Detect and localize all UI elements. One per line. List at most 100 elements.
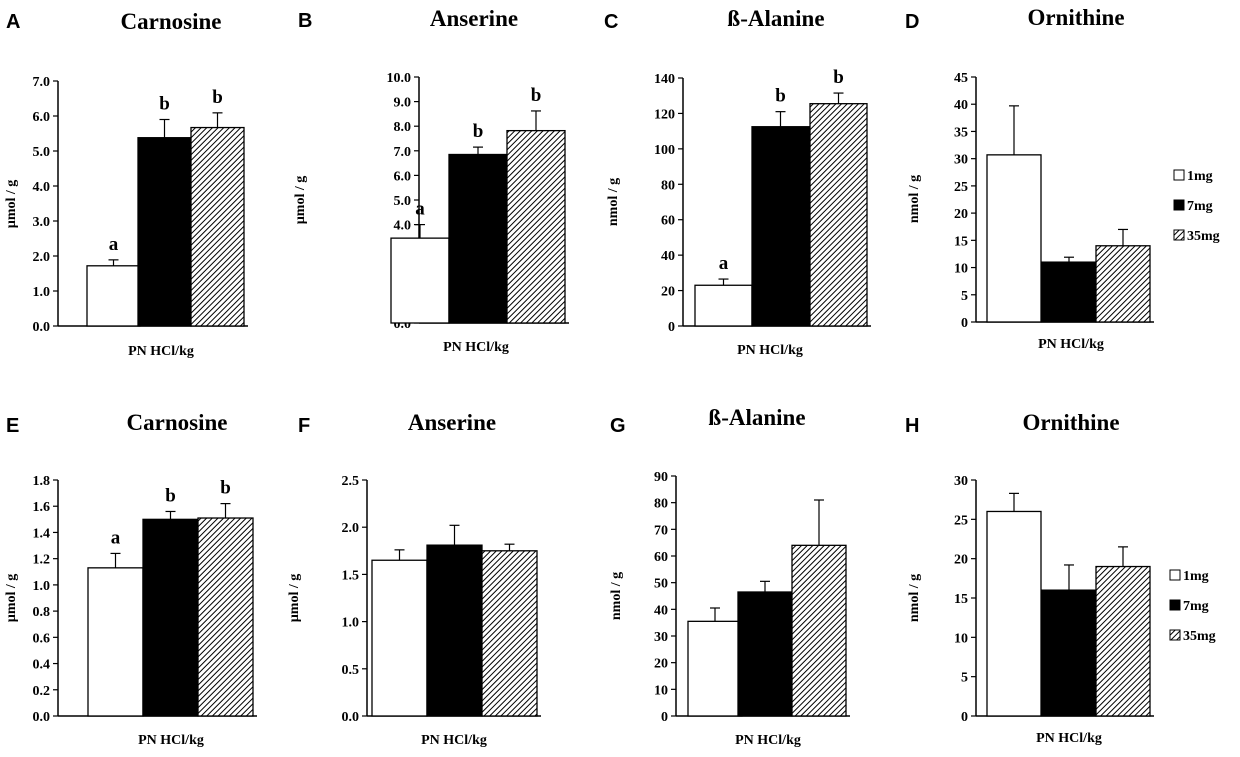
- significance-label: b: [531, 85, 542, 106]
- y-tick-label: 10: [654, 683, 668, 698]
- y-tick-label: 20: [954, 207, 968, 222]
- bar-7mg: [1041, 261, 1097, 323]
- y-axis-label: nmol / g: [609, 572, 624, 620]
- y-tick-label: 2.5: [342, 474, 360, 489]
- y-tick-label: 8.0: [394, 120, 412, 135]
- panel-letter: A: [6, 11, 20, 33]
- panel-letter: C: [604, 11, 618, 33]
- y-tick-label: 5.0: [33, 145, 51, 160]
- bar-1mg: [986, 154, 1042, 323]
- y-tick-label: 70: [654, 523, 668, 538]
- y-axis-label: µmol / g: [4, 180, 19, 229]
- bar-7mg: [737, 591, 793, 717]
- x-axis-label: PN HCl/kg: [443, 340, 509, 355]
- y-tick-label: 0.6: [33, 631, 51, 646]
- legend-swatch-7mg: [1169, 599, 1181, 611]
- x-axis-label: PN HCl/kg: [735, 733, 801, 748]
- significance-label: b: [775, 86, 786, 107]
- legend-swatch-1mg: [1169, 569, 1181, 581]
- y-tick-label: 1.6: [33, 500, 51, 515]
- chart-panel-h: H Ornithine 0 5 10 15 20 25 30 nmol / g PN HCl/kg: [905, 410, 1154, 746]
- significance-label: b: [212, 87, 223, 108]
- y-tick-label: 4.0: [394, 219, 412, 234]
- y-tick-label: 140: [654, 72, 675, 87]
- panel-letter: D: [905, 11, 919, 33]
- bar-1mg: [986, 510, 1042, 717]
- y-tick-label: 1.0: [33, 285, 51, 300]
- chart-panel-e: E Carnosine 0.0 0.2 0.4 0.6 0.8 1.0 1.2 1.4 1.6 1.8…: [4, 410, 257, 748]
- y-tick-label: 45: [954, 71, 968, 86]
- y-tick-label: 10.0: [387, 71, 412, 86]
- y-tick-label: 40: [954, 98, 968, 113]
- y-tick-label: 1.0: [342, 616, 360, 631]
- y-tick-label: 120: [654, 107, 675, 122]
- y-axis-label: µmol / g: [4, 574, 19, 623]
- chart-title: Ornithine: [1022, 410, 1119, 435]
- y-tick-label: 7.0: [33, 75, 51, 90]
- bar-35mg: [791, 544, 847, 717]
- y-tick-label: 100: [654, 143, 675, 158]
- bar-1mg: [87, 567, 144, 717]
- y-axis-label: µmol / g: [293, 176, 308, 225]
- y-tick-label: 30: [654, 630, 668, 645]
- y-tick-label: 15: [954, 592, 968, 607]
- bar-1mg: [687, 620, 743, 717]
- chart-title: Anserine: [408, 410, 496, 435]
- panel-letter: G: [610, 415, 626, 437]
- x-axis-label: PN HCl/kg: [737, 343, 803, 358]
- bar-7mg: [426, 544, 483, 717]
- significance-label: b: [159, 94, 170, 115]
- y-tick-label: 80: [654, 497, 668, 512]
- y-tick-label: 1.8: [33, 474, 51, 489]
- y-axis-label: nmol / g: [606, 178, 621, 226]
- y-tick-label: 10: [954, 631, 968, 646]
- chart-title: Carnosine: [121, 9, 222, 34]
- y-tick-label: 0.5: [342, 663, 360, 678]
- significance-label: b: [220, 478, 231, 499]
- y-tick-label: 0: [961, 710, 968, 725]
- chart-title: ß-Alanine: [708, 405, 805, 430]
- legend-label: 1mg: [1183, 569, 1209, 584]
- y-tick-label: 9.0: [394, 96, 412, 111]
- y-tick-label: 25: [954, 180, 968, 195]
- significance-label: a: [415, 199, 425, 220]
- y-tick-label: 20: [661, 285, 675, 300]
- y-tick-label: 6.0: [394, 169, 412, 184]
- significance-label: a: [109, 234, 119, 255]
- y-tick-label: 0: [961, 316, 968, 331]
- y-tick-label: 4.0: [33, 180, 51, 195]
- legend-d: 1mg 7mg 35mg: [1173, 169, 1220, 244]
- y-tick-label: 5.0: [394, 194, 412, 209]
- significance-label: a: [111, 527, 121, 548]
- legend-swatch-35mg: [1173, 229, 1185, 241]
- chart-title: Carnosine: [127, 410, 228, 435]
- bar-7mg: [1041, 589, 1097, 717]
- bar-35mg: [481, 550, 538, 717]
- y-tick-label: 90: [654, 470, 668, 485]
- y-tick-label: 80: [661, 178, 675, 193]
- y-tick-label: 50: [654, 577, 668, 592]
- y-tick-label: 10: [954, 262, 968, 277]
- panel-letter: H: [905, 415, 919, 437]
- bar-7mg: [448, 153, 508, 324]
- x-axis-label: PN HCl/kg: [138, 733, 204, 748]
- y-tick-label: 30: [954, 153, 968, 168]
- x-axis-label: PN HCl/kg: [1036, 731, 1102, 746]
- chart-title: Ornithine: [1027, 5, 1124, 30]
- legend-swatch-1mg: [1173, 169, 1185, 181]
- y-tick-label: 5: [961, 671, 968, 686]
- y-tick-label: 0.0: [33, 710, 51, 725]
- y-tick-label: 7.0: [394, 145, 412, 160]
- legend-swatch-35mg: [1169, 629, 1181, 641]
- legend-label: 35mg: [1187, 229, 1220, 244]
- panel-letter: E: [6, 415, 19, 437]
- y-tick-label: 60: [654, 550, 668, 565]
- significance-label: b: [833, 67, 844, 88]
- y-axis-label: nmol / g: [907, 574, 922, 622]
- panel-letter: F: [298, 415, 310, 437]
- significance-label: b: [165, 485, 176, 506]
- bar-7mg: [137, 137, 192, 327]
